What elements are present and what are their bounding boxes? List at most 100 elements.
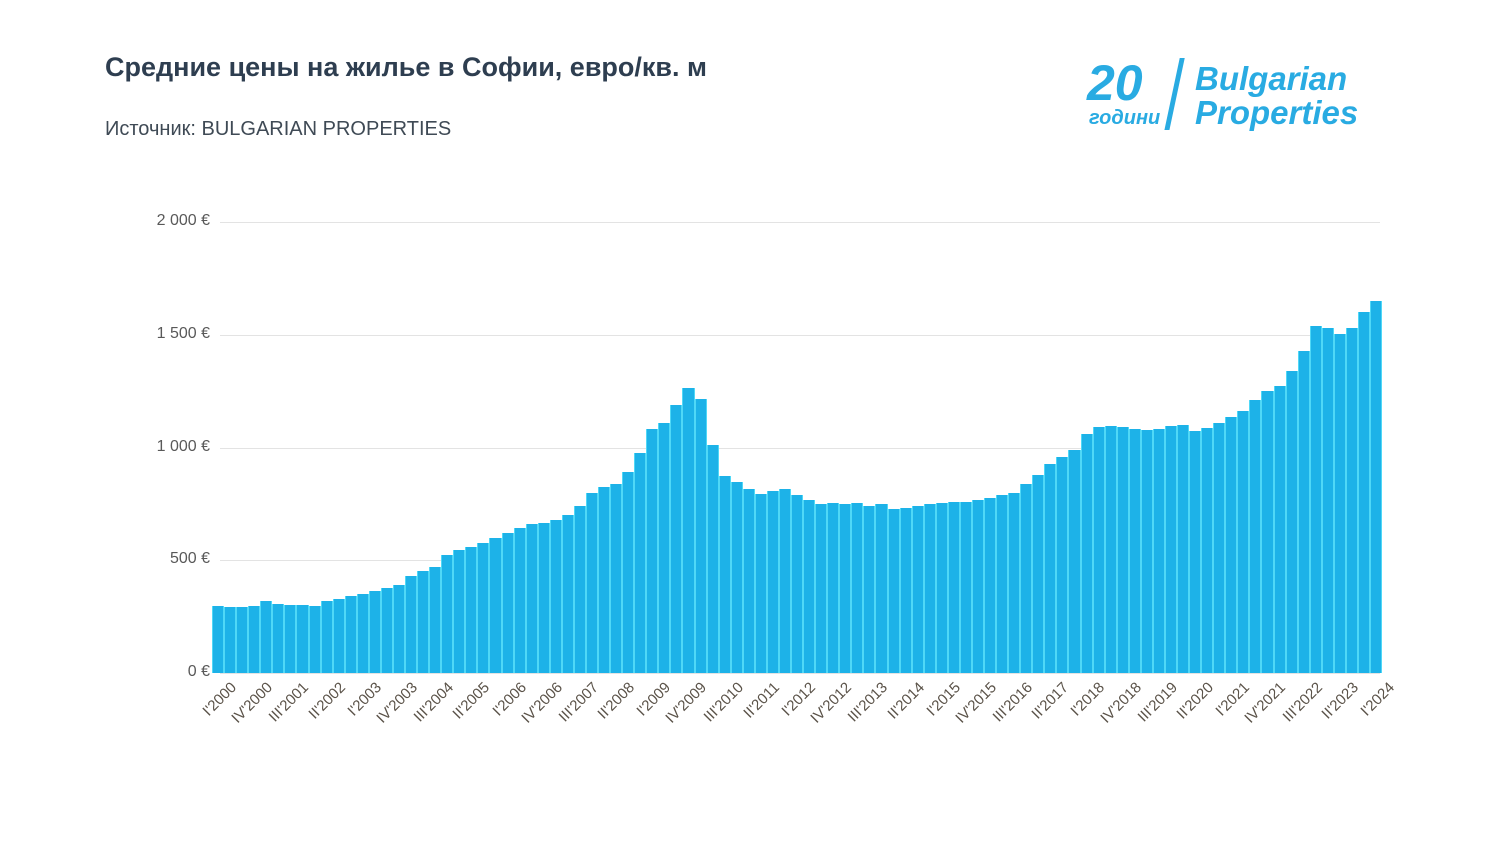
- bar: [1140, 429, 1153, 673]
- bar: [670, 404, 683, 673]
- bar: [778, 489, 791, 673]
- bar: [996, 495, 1009, 673]
- bar: [923, 504, 936, 673]
- bar: [1189, 430, 1202, 673]
- bar: [561, 515, 574, 673]
- bar: [1104, 426, 1117, 673]
- bar: [501, 533, 514, 673]
- x-axis-tick-label: II'2023: [1318, 679, 1362, 723]
- x-axis-tick-label: II'2002: [305, 679, 349, 723]
- x-axis-tick-label: II'2014: [884, 679, 928, 723]
- bar: [332, 598, 345, 673]
- bar: [791, 494, 804, 673]
- bar: [1249, 400, 1262, 673]
- bar: [296, 605, 309, 673]
- bar: [1261, 391, 1274, 673]
- bar: [513, 527, 526, 673]
- bar: [392, 584, 405, 673]
- bar: [742, 489, 755, 673]
- x-axis-tick-label: IV'2000: [228, 679, 277, 727]
- bar: [1309, 325, 1322, 673]
- x-axis-tick-label: IV'2021: [1241, 679, 1290, 727]
- x-axis-tick-label: I'2006: [488, 679, 530, 720]
- chart-header: Средние цены на жилье в Софии, евро/кв. …: [0, 0, 1500, 175]
- x-axis-tick-label: IV'2012: [807, 679, 856, 727]
- x-axis-tick-label: IV'2003: [373, 679, 421, 727]
- logo-divider: [1164, 58, 1185, 130]
- x-axis-tick-label: III'2001: [265, 679, 313, 726]
- bar: [682, 387, 695, 673]
- bar: [1008, 492, 1021, 673]
- bar: [405, 576, 418, 673]
- logo-brand-line-2: Properties: [1195, 94, 1358, 131]
- bar: [1333, 333, 1346, 673]
- x-axis-tick-label: III'2019: [1134, 679, 1181, 726]
- bar: [646, 429, 659, 673]
- bar: [622, 472, 635, 673]
- bar: [489, 537, 502, 673]
- y-axis-tick-label: 0 €: [187, 663, 210, 680]
- bar: [1032, 474, 1045, 673]
- bar: [766, 491, 779, 673]
- bar: [875, 504, 888, 673]
- logo-number: 20: [1086, 55, 1143, 111]
- x-axis-tick-label: I'2021: [1212, 679, 1254, 720]
- x-axis-tick-label: I'2003: [344, 679, 385, 720]
- x-axis-tick-label: II'2020: [1173, 679, 1218, 723]
- bar: [1237, 411, 1250, 673]
- gridline: [220, 673, 1380, 674]
- bar: [573, 506, 586, 673]
- x-axis: I'2000 IV'2000 III'2001 II'2002 I'2003 IV'200…: [199, 673, 1398, 803]
- x-axis-tick-label: I'2018: [1067, 679, 1109, 720]
- bar: [658, 422, 671, 673]
- bar: [1321, 328, 1334, 673]
- bar: [984, 498, 997, 673]
- x-axis-tick-label: II'2011: [740, 679, 783, 722]
- x-axis-tick-label: III'2007: [555, 679, 602, 726]
- bar: [851, 502, 864, 673]
- bar: [959, 501, 972, 673]
- bar: [947, 501, 960, 673]
- bar: [429, 567, 442, 673]
- bulgarian-properties-logo: 20 години Bulgarian Properties: [1083, 52, 1428, 144]
- x-axis-tick-label: II'2005: [449, 679, 494, 723]
- bar: [585, 492, 598, 673]
- bar: [525, 524, 538, 673]
- bar: [248, 606, 261, 673]
- bar: [344, 596, 357, 673]
- y-axis-tick-label: 500 €: [169, 550, 210, 568]
- x-axis-tick-label: IV'2009: [662, 679, 711, 727]
- bar: [1152, 429, 1165, 673]
- bar: [320, 601, 333, 673]
- bar: [1213, 422, 1226, 673]
- bar: [441, 555, 454, 673]
- bar: [549, 520, 562, 673]
- bar: [971, 499, 984, 673]
- bar: [453, 550, 466, 673]
- bar: [815, 504, 828, 673]
- bar: [1116, 427, 1129, 673]
- bar: [284, 604, 297, 673]
- x-axis-tick-label: I'2009: [633, 679, 675, 720]
- bar: [1273, 385, 1286, 673]
- bar: [634, 453, 647, 673]
- x-axis-tick-label: III'2013: [844, 679, 892, 726]
- bar: [1357, 312, 1370, 673]
- x-axis-tick-label: IV'2015: [952, 679, 1000, 727]
- logo-years-word: години: [1089, 107, 1160, 129]
- bar: [754, 493, 767, 673]
- x-axis-tick-label: III'2004: [410, 679, 458, 726]
- x-axis-tick-label: IV'2018: [1097, 679, 1145, 727]
- chart-source-label: Источник: BULGARIAN PROPERTIES: [105, 118, 452, 140]
- gridline: [220, 560, 1380, 562]
- bar: [368, 591, 381, 673]
- bar: [694, 399, 707, 673]
- bar: [1297, 350, 1310, 673]
- gridline: [220, 447, 1380, 449]
- gridline: [220, 222, 1380, 223]
- bar: [465, 546, 478, 673]
- x-axis-tick-label: IV'2006: [518, 679, 566, 727]
- logo-brand-line-1: Bulgarian: [1195, 60, 1347, 97]
- bar: [1128, 429, 1141, 673]
- x-axis-tick-label: III'2022: [1279, 679, 1326, 726]
